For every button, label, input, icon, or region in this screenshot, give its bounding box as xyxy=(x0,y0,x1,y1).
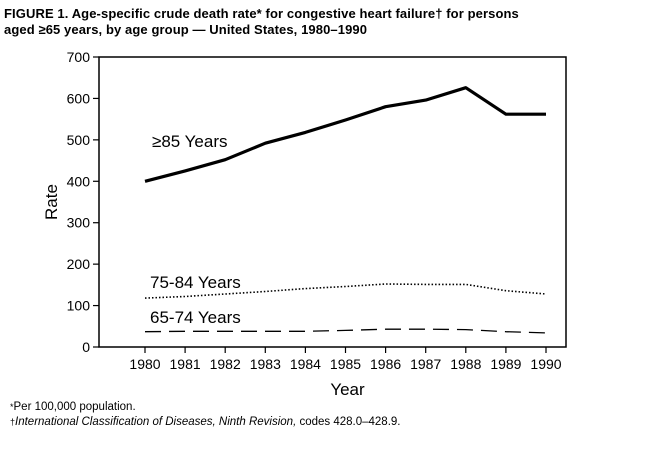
x-tick-label-1982: 1982 xyxy=(210,356,241,372)
y-tick-label-400: 400 xyxy=(67,173,91,189)
footnote-1-text: Per 100,000 population. xyxy=(13,401,136,413)
x-tick-label-1986: 1986 xyxy=(370,356,401,372)
footnote-2-mark: † xyxy=(10,417,16,427)
series-line-2 xyxy=(144,328,547,334)
series-line-0 xyxy=(144,86,546,183)
footnote-1-mark: * xyxy=(10,402,14,412)
footnotes: *Per 100,000 population. †International … xyxy=(10,400,401,430)
x-axis-label: Year xyxy=(330,380,365,399)
footnote-2-italic-text: International Classification of Diseases… xyxy=(15,416,297,428)
x-tick-label-1988: 1988 xyxy=(450,356,481,372)
y-axis-label: Rate xyxy=(42,184,61,220)
figure-title: FIGURE 1. Age-specific crude death rate*… xyxy=(4,6,640,38)
x-tick-label-1983: 1983 xyxy=(250,356,281,372)
footnote-1: *Per 100,000 population. xyxy=(10,400,401,415)
plot-frame xyxy=(98,56,567,348)
figure-title-line-1: FIGURE 1. Age-specific crude death rate*… xyxy=(4,6,519,21)
y-tick-label-500: 500 xyxy=(67,132,91,148)
y-tick-label-600: 600 xyxy=(67,90,91,106)
x-tick-label-1989: 1989 xyxy=(490,356,521,372)
series-line-1 xyxy=(144,283,547,299)
y-tick-label-300: 300 xyxy=(67,215,91,231)
y-tick-label-700: 700 xyxy=(67,49,91,65)
series-label-0: ≥85 Years xyxy=(152,132,228,151)
footnote-2-text: codes 428.0–428.9. xyxy=(296,416,401,428)
x-tick-label-1984: 1984 xyxy=(290,356,321,372)
figure-title-line-2: aged ≥65 years, by age group — United St… xyxy=(4,22,368,37)
x-tick-label-1985: 1985 xyxy=(330,356,361,372)
x-tick-label-1990: 1990 xyxy=(530,356,561,372)
y-tick-label-0: 0 xyxy=(82,339,90,355)
x-tick-label-1980: 1980 xyxy=(129,356,160,372)
y-tick-label-200: 200 xyxy=(67,256,91,272)
series-label-2: 65-74 Years xyxy=(150,308,241,327)
x-tick-label-1981: 1981 xyxy=(170,356,201,372)
y-tick-label-100: 100 xyxy=(67,298,91,314)
footnote-2: †International Classification of Disease… xyxy=(10,415,401,430)
x-tick-label-1987: 1987 xyxy=(410,356,441,372)
series-label-1: 75-84 Years xyxy=(150,273,241,292)
